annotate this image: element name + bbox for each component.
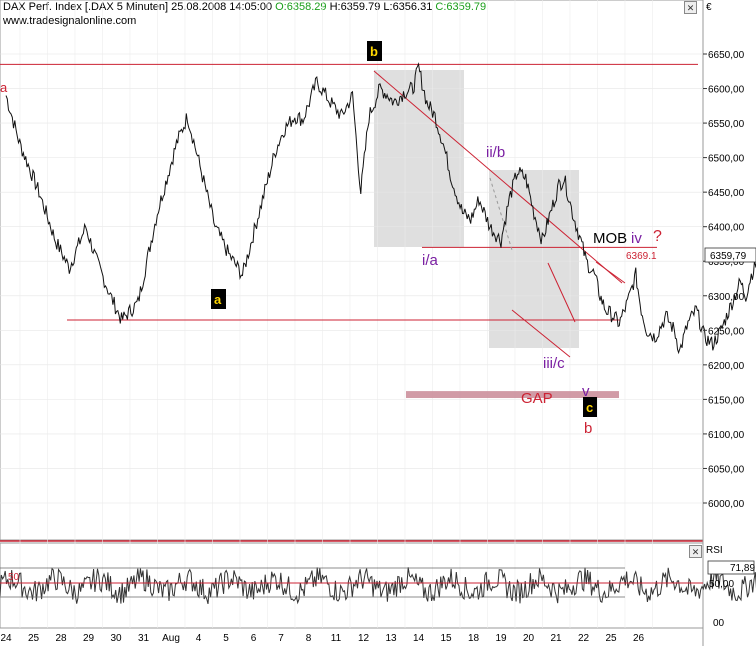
high-value: H:6359.79 (329, 1, 381, 13)
date-tick-label: 26 (633, 633, 645, 644)
open-value: O:6358.29 (275, 1, 327, 13)
wave-label-ii-b: ii/b (486, 144, 505, 161)
price-tick-label: 6450,00 (708, 188, 745, 199)
trendline-main (373, 70, 623, 284)
date-tick-label: 5 (223, 633, 229, 644)
rsi-tick-0: 00 (713, 618, 725, 629)
wave-label-b: b (370, 44, 378, 59)
price-tick-label: 6650,00 (708, 50, 745, 61)
price-tick-label: 6550,00 (708, 119, 745, 130)
price-series-line (5, 62, 756, 355)
currency-label: € (706, 2, 712, 13)
wave-label-a-left: a (0, 80, 8, 95)
date-tick-label: 28 (55, 633, 67, 644)
price-tick-label: 6050,00 (708, 464, 745, 475)
highlight-box-2 (489, 170, 579, 348)
date-tick-label: 14 (413, 633, 425, 644)
date-tick-label: 12 (358, 633, 370, 644)
date-tick-label: 24 (0, 633, 12, 644)
label-box-c (583, 397, 597, 417)
wave-label-iv: iv (631, 230, 642, 247)
date-tick-label: 11 (331, 633, 342, 644)
price-tick-label: 6350,00 (708, 257, 745, 268)
trendline-wedge (595, 261, 626, 284)
last-price-tag (704, 247, 756, 263)
price-tick-label: 6400,00 (708, 223, 745, 234)
rsi-tick-50: 50,00 (709, 579, 734, 590)
wave-label-v: v (582, 383, 590, 400)
wave-label-i-a: i/a (422, 252, 439, 269)
price-tick-label: 6250,00 (708, 326, 745, 337)
low-value: L:6356.31 (383, 1, 433, 13)
close-panel-button[interactable]: ✕ (684, 1, 697, 14)
rsi-value-label: 71,89 (730, 563, 755, 574)
close-value: C:6359.79 (435, 1, 487, 13)
label-box-b (367, 41, 382, 61)
price-tick-label: 6200,00 (708, 361, 745, 372)
rsi-level-label: 50 (8, 572, 20, 583)
price-tick-label: 6600,00 (708, 85, 745, 96)
wave-label-c: c (586, 400, 593, 415)
date-axis: 24 25 28 29 30 31 Aug 4 5 6 7 8 11 12 13 14 15 18 19 20 21 22… (0, 633, 644, 644)
trendline-lower (511, 309, 571, 358)
date-tick-label: 20 (523, 633, 535, 644)
gap-label: GAP (521, 390, 553, 407)
grid (0, 0, 703, 628)
wave-label-a: a (214, 292, 222, 307)
wave-label-b-red: b (584, 420, 592, 437)
date-tick-label: 29 (83, 633, 95, 644)
close-icon: ✕ (686, 3, 695, 13)
rsi-series-line (0, 567, 756, 605)
price-tick-label: 6500,00 (708, 154, 745, 165)
support-resistance-lines (0, 63, 698, 321)
watermark: www.tradesignalonline.com (3, 15, 137, 27)
target-price-label: 6369.1 (626, 251, 657, 262)
mob-label: MOB (593, 230, 627, 247)
rsi-value-tag (707, 560, 755, 575)
date-tick-label: 25 (605, 633, 617, 644)
date-tick-label: 19 (495, 633, 507, 644)
price-tick-label: 6100,00 (708, 430, 745, 441)
close-rsi-panel-button[interactable]: ✕ (689, 545, 702, 558)
trendline-dashed (489, 177, 513, 251)
label-box-a (211, 289, 226, 309)
date-tick-label: 13 (385, 633, 397, 644)
date-tick-label: 18 (468, 633, 480, 644)
price-axis: 6000,00 6050,00 6100,00 6150,00 6200,00 6250,… (703, 50, 745, 510)
gap-zone (406, 391, 619, 399)
date-tick-label: 4 (196, 633, 202, 644)
date-tick-label: 31 (138, 633, 150, 644)
last-price-label: 6359,79 (710, 251, 747, 262)
close-icon: ✕ (691, 547, 700, 557)
date-tick-label: 8 (306, 633, 312, 644)
price-tick-label: 6150,00 (708, 395, 745, 406)
rsi-title: RSI (706, 545, 723, 556)
date-tick-label: 30 (110, 633, 122, 644)
price-tick-label: 6300,00 (708, 292, 745, 303)
instrument-title: DAX Perf. Index [.DAX 5 Minuten] 25.08.2… (3, 0, 486, 15)
date-tick-label: 7 (278, 633, 284, 644)
date-tick-label: 22 (578, 633, 590, 644)
date-tick-label: 25 (28, 633, 40, 644)
instrument-label: DAX Perf. Index [.DAX 5 Minuten] 25.08.2… (3, 1, 273, 13)
date-tick-label: 15 (440, 633, 452, 644)
wave-label-iii-c: iii/c (543, 355, 565, 372)
date-tick-label: 21 (550, 633, 562, 644)
date-tick-label: 6 (251, 633, 257, 644)
price-tick-label: 6000,00 (708, 499, 745, 510)
date-tick-label: Aug (162, 633, 180, 644)
trendline-upper (547, 262, 576, 323)
question-label: ? (653, 228, 662, 245)
